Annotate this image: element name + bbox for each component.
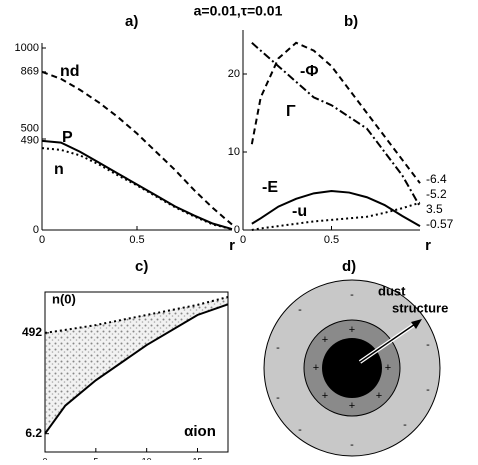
y-tick-label: 1000	[15, 42, 39, 54]
svg-text:+: +	[322, 334, 328, 346]
panel-label: b)	[344, 13, 358, 30]
series-line	[251, 42, 421, 208]
svg-text:-: -	[276, 342, 280, 354]
svg-text:+: +	[322, 390, 328, 402]
y-tick-label: 0	[33, 224, 39, 236]
svg-text:+: +	[349, 324, 355, 336]
x-axis-label: r	[229, 237, 235, 254]
series-label: -Φ	[300, 63, 318, 80]
end-value-label: -0.57	[426, 217, 454, 231]
x-tick-label: 0	[42, 456, 47, 460]
y-tick-label: 869	[21, 66, 39, 78]
y-tick-label: 0	[234, 224, 240, 236]
arrow	[359, 321, 419, 363]
svg-text:-: -	[403, 419, 407, 431]
series-label: Γ	[286, 103, 296, 120]
svg-text:-: -	[426, 339, 430, 351]
end-value-label: 3.5	[426, 202, 443, 216]
series-line	[250, 41, 421, 184]
svg-text:+: +	[385, 362, 391, 374]
diagram-text: dust	[378, 283, 406, 298]
end-value-label: -5.2	[426, 187, 447, 201]
series-label: -E	[262, 179, 278, 196]
x-tick-label: 0.5	[324, 234, 339, 246]
x-tick-label: 0	[39, 234, 45, 246]
series-line	[41, 147, 233, 231]
series-line	[44, 295, 229, 334]
x-axis-label: αion	[184, 423, 216, 440]
panel-label: c)	[135, 258, 148, 275]
signs: - - - - - - - - - + + + + + + +	[276, 289, 430, 451]
series-line	[41, 139, 233, 231]
svg-text:-: -	[350, 439, 354, 451]
series-line	[251, 201, 421, 231]
series-label: -u	[292, 203, 307, 220]
y-tick-label: 490	[21, 135, 39, 147]
svg-text:-: -	[298, 304, 302, 316]
band-fill	[45, 296, 228, 434]
svg-text:-: -	[350, 289, 354, 301]
panel-label: d)	[342, 258, 356, 275]
svg-text:+: +	[313, 362, 319, 374]
y-tick-label: 10	[228, 146, 240, 158]
y-tick-label: 20	[228, 68, 240, 80]
svg-text:-: -	[298, 424, 302, 436]
arrow-head	[411, 319, 422, 329]
y-tick-label: 492	[22, 325, 42, 339]
series-line	[41, 70, 233, 226]
x-tick-label: 0.5	[129, 234, 144, 246]
figure-title: a=0.01,τ=0.01	[194, 3, 283, 19]
svg-text:-: -	[426, 384, 430, 396]
series-line	[251, 189, 421, 227]
series-label: n	[54, 161, 64, 178]
svg-text:-: -	[276, 392, 280, 404]
x-tick-label: 0	[240, 234, 246, 246]
y-tick-label: 500	[21, 123, 39, 135]
core	[322, 338, 382, 398]
series-line	[44, 303, 229, 435]
x-tick-label: 5	[93, 456, 98, 460]
svg-text:+: +	[376, 390, 382, 402]
x-tick-label: 15	[192, 456, 202, 460]
diagram: - - - - - - - - - + + + + + + + d) dust structure	[263, 258, 448, 457]
diagram-text: structure	[392, 300, 448, 315]
svg-text:+: +	[349, 400, 355, 412]
x-tick-label: 10	[142, 456, 152, 460]
chart-title: n(0)	[52, 291, 76, 306]
end-value-label: -6.4	[426, 172, 447, 186]
series-label: P	[62, 129, 73, 146]
series-label: nd	[60, 63, 80, 80]
plot-frame	[44, 291, 229, 453]
panel-label: a)	[125, 13, 138, 30]
x-axis-label: r	[425, 237, 431, 254]
y-tick-label: 6.2	[25, 426, 42, 440]
